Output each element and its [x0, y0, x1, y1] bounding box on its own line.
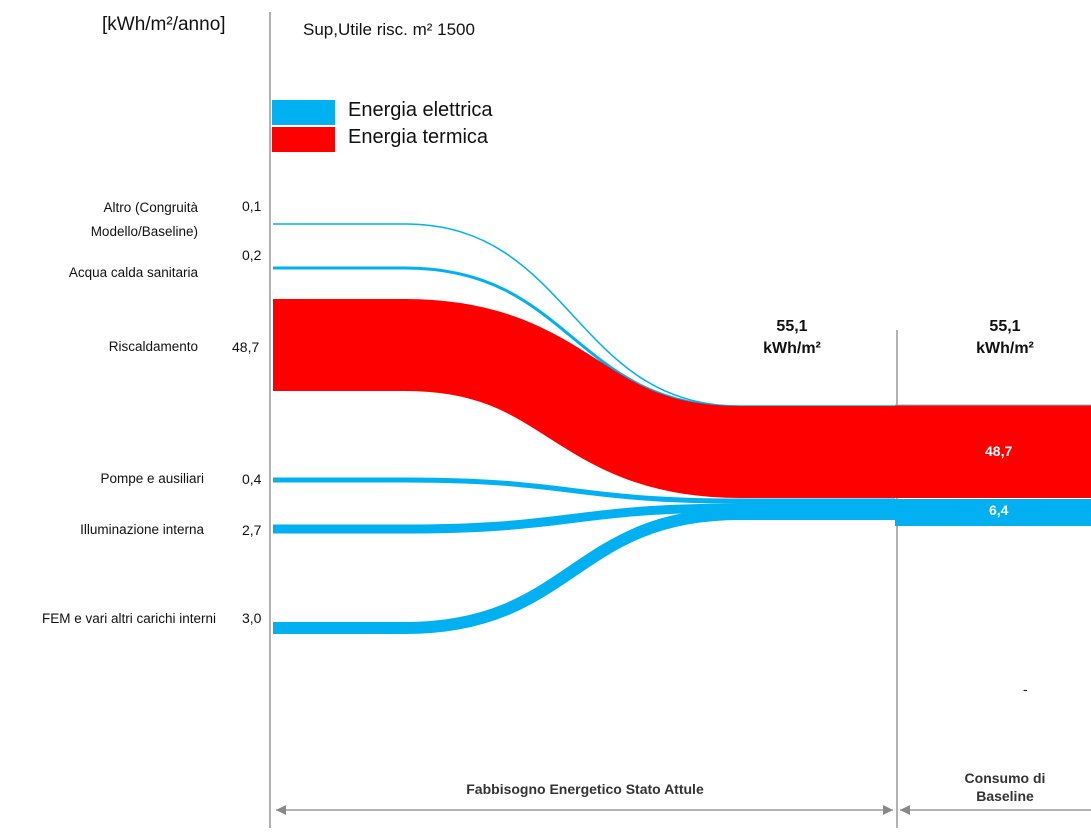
- flow-value-fem: 3,0: [242, 610, 262, 626]
- baseline-electric-value: 6,4: [989, 502, 1009, 518]
- section-arrowhead-left: [276, 805, 286, 815]
- baseline-bar-electric: [895, 499, 1091, 526]
- flow-value-altro: 0,1: [242, 198, 262, 214]
- legend-swatch-1: [272, 127, 335, 152]
- total-unit-baseline: kWh/m²: [976, 340, 1034, 357]
- total-number-current: 55,1: [776, 318, 808, 335]
- section-arrowhead-right: [883, 805, 893, 815]
- legend-label-electric: Energia elettrica: [348, 99, 493, 121]
- flow-label-pompe: Pompe e ausiliari: [100, 471, 204, 486]
- total-number-baseline: 55,1: [989, 318, 1021, 335]
- flow-band-5: [273, 503, 895, 534]
- total-value-baseline: 55,1 kWh/m²: [955, 316, 1055, 360]
- flow-band-4: [273, 477, 895, 504]
- baseline-thermal-value: 48,7: [985, 443, 1013, 459]
- flow-label-acs: Acqua calda sanitaria: [68, 265, 198, 280]
- flow-value-illuminazione: 2,7: [242, 522, 262, 538]
- flow-value-pompe: 0,4: [242, 471, 262, 487]
- flow-value-acs: 0,2: [242, 247, 262, 263]
- baseline-bar-thermal: [895, 405, 1091, 498]
- total-value-current: 55,1 kWh/m²: [742, 316, 842, 360]
- flow-label-riscaldamento: Riscaldamento: [108, 339, 198, 354]
- surface-label: Sup,Utile risc. m² 1500: [303, 20, 475, 39]
- unit-label: [kWh/m²/anno]: [102, 14, 226, 35]
- section-label-current: Fabbisogno Energetico Stato Attule: [466, 781, 704, 797]
- total-unit-current: kWh/m²: [763, 340, 821, 357]
- flow-label-illuminazione: Illuminazione interna: [80, 522, 204, 537]
- flow-band-3: [273, 299, 895, 498]
- stray-dash: -: [1023, 681, 1028, 697]
- flow-band-1: [273, 223, 895, 407]
- legend-swatch-0: [272, 100, 335, 125]
- flow-value-riscaldamento: 48,7: [232, 339, 260, 355]
- flow-band-6: [273, 508, 895, 634]
- legend-label-thermal: Energia termica: [348, 126, 489, 148]
- flow-label-fem: FEM e vari altri carichi interni: [41, 611, 216, 626]
- section-label-baseline: Consumo di Baseline: [964, 770, 1046, 804]
- section-arrowhead-baseline: [900, 805, 910, 815]
- flow-label-altro: Altro (Congruità Modello/Baseline): [90, 200, 198, 239]
